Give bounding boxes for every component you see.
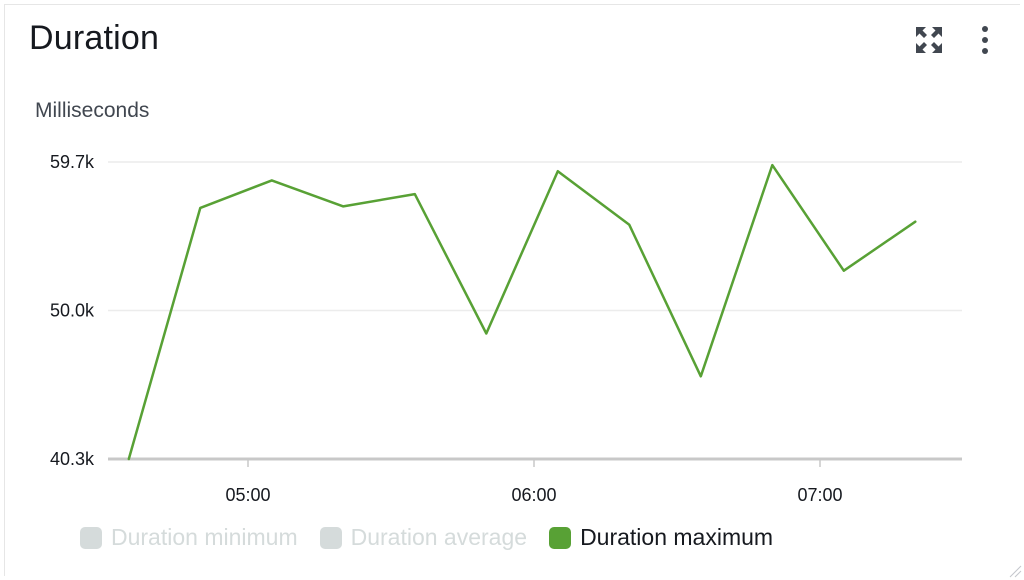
- grid-lines: [108, 161, 962, 461]
- y-tick-label: 50.0k: [50, 301, 95, 321]
- y-axis-ticks: 59.7k 50.0k 40.3k: [50, 152, 95, 469]
- legend-label: Duration average: [350, 524, 528, 550]
- y-tick-label: 40.3k: [50, 449, 95, 469]
- more-vertical-icon: [982, 26, 988, 54]
- y-tick-label: 59.7k: [50, 152, 95, 172]
- more-options-button[interactable]: [968, 23, 1002, 57]
- series-layer: [127, 163, 917, 461]
- y-axis-label: Milliseconds: [35, 99, 150, 122]
- series-line-duration-maximum: [127, 163, 917, 461]
- x-tick-label: 06:00: [511, 485, 556, 505]
- legend-swatch: [319, 526, 342, 549]
- legend-item-duration-minimum[interactable]: Duration minimum: [80, 524, 298, 551]
- legend-label: Duration maximum: [580, 524, 774, 550]
- x-tick-label: 07:00: [797, 485, 842, 505]
- legend-swatch: [80, 526, 102, 549]
- duration-chart: 59.7k 50.0k 40.3k 05:00 06:00 07:00: [50, 152, 962, 505]
- legend-label: Duration minimum: [111, 524, 298, 550]
- duration-widget: Duration Milliseconds: [4, 4, 1020, 576]
- widget-title: Duration: [29, 19, 160, 57]
- legend-swatch: [549, 526, 572, 549]
- legend-item-duration-maximum[interactable]: Duration maximum: [549, 524, 773, 551]
- x-axis-ticks: 05:00 06:00 07:00: [225, 459, 843, 505]
- resize-handle-icon[interactable]: [1008, 564, 1022, 578]
- expand-button[interactable]: [912, 23, 946, 57]
- x-tick-label: 05:00: [225, 485, 270, 505]
- chart-legend: Duration minimum Duration average Duration…: [80, 524, 773, 551]
- legend-item-duration-average[interactable]: Duration average: [319, 524, 528, 551]
- widget-actions: [912, 23, 1002, 57]
- expand-icon: [916, 27, 942, 53]
